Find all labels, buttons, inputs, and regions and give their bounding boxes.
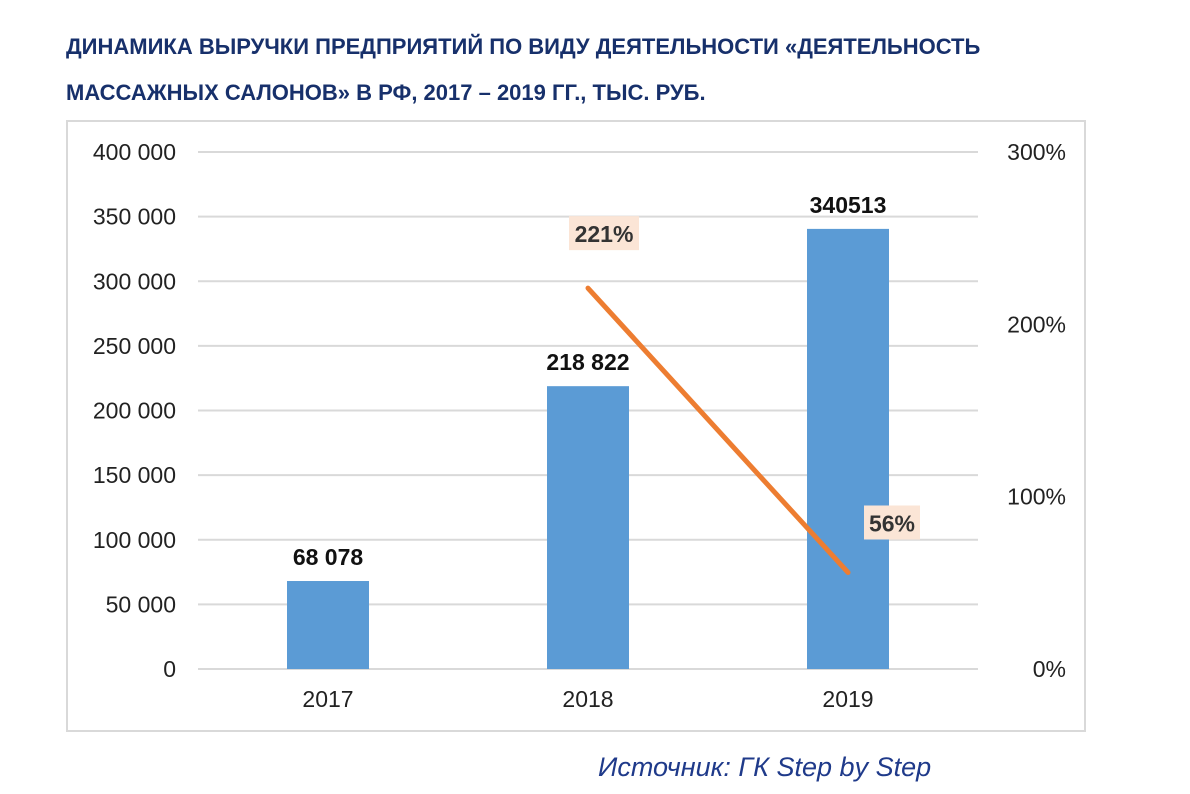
bar-value-label: 68 078 <box>293 544 364 570</box>
y2-axis-tick-label: 0% <box>1033 656 1066 682</box>
growth-line <box>585 285 851 575</box>
y-axis-tick-label: 0 <box>163 656 176 682</box>
growth-value-label: 56% <box>869 510 915 536</box>
chart-title-line-1: ДИНАМИКА ВЫРУЧКИ ПРЕДПРИЯТИЙ ПО ВИДУ ДЕЯ… <box>66 34 981 59</box>
y-axis-tick-label: 150 000 <box>93 462 176 488</box>
y-axis-tick-label: 400 000 <box>93 139 176 165</box>
bar-value-label: 218 822 <box>546 349 629 375</box>
bar-value-label: 340513 <box>810 192 887 218</box>
bar <box>287 581 369 669</box>
growth-label-background <box>569 216 639 251</box>
source-note: Источник: ГК Step by Step <box>598 752 932 782</box>
chart-title-line-2: МАССАЖНЫХ САЛОНОВ» В РФ, 2017 – 2019 ГГ.… <box>66 80 706 105</box>
bar <box>807 228 889 669</box>
y-axis-tick-label: 200 000 <box>93 398 176 424</box>
revenue-chart: 0 50 000 100 000 150 000 200 000 250 000 300 0… <box>93 139 1066 712</box>
x-axis-tick-label: 2019 <box>822 686 873 712</box>
y-axis-tick-label: 300 000 <box>93 268 176 294</box>
y-axis-tick-label: 250 000 <box>93 333 176 359</box>
growth-label-background <box>864 505 920 540</box>
x-axis-tick-label: 2017 <box>302 686 353 712</box>
x-axis-tick-label: 2018 <box>562 686 613 712</box>
chart-title: ДИНАМИКА ВЫРУЧКИ ПРЕДПРИЯТИЙ ПО ВИДУ ДЕЯ… <box>66 24 1126 116</box>
y2-axis-tick-label: 300% <box>1007 139 1066 165</box>
y-axis-tick-label: 350 000 <box>93 204 176 230</box>
y2-axis-tick-label: 100% <box>1007 484 1066 510</box>
y-axis-tick-label: 50 000 <box>106 591 176 617</box>
bar <box>547 386 629 669</box>
growth-value-label: 221% <box>575 221 634 247</box>
y2-axis-tick-label: 200% <box>1007 311 1066 337</box>
y-axis-tick-label: 100 000 <box>93 527 176 553</box>
